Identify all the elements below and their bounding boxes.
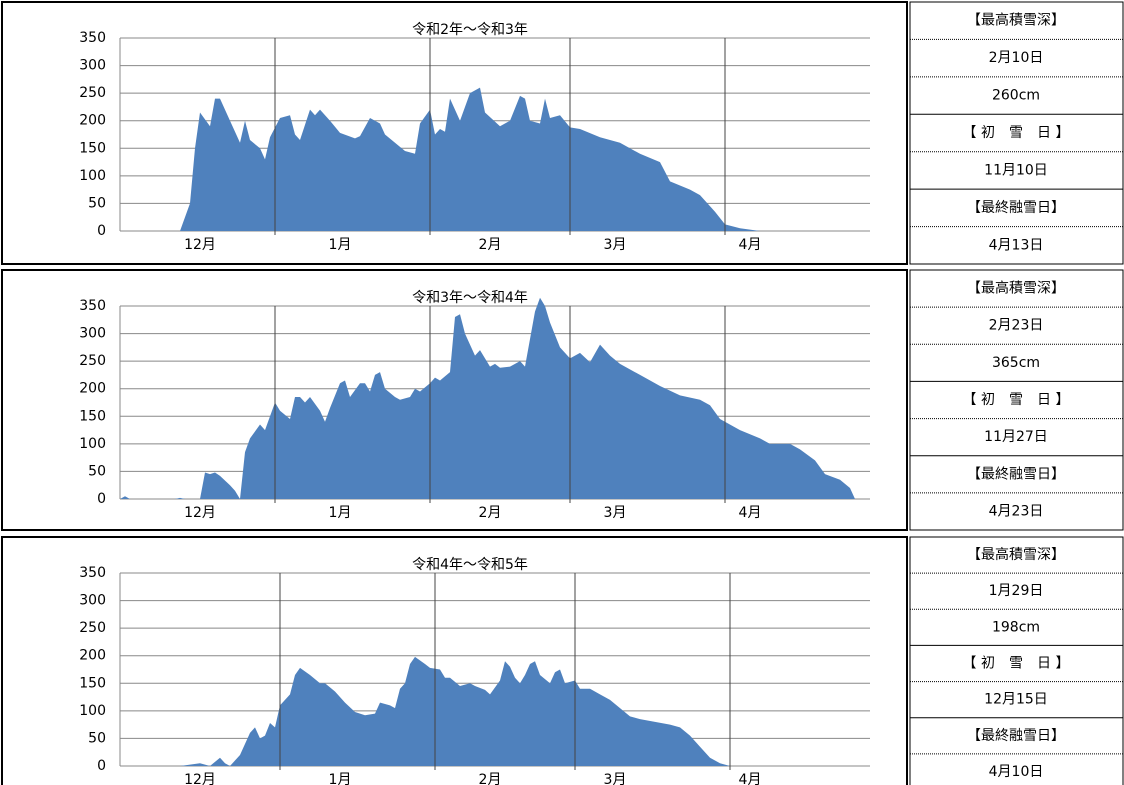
info-text: 4月10日	[989, 764, 1044, 780]
y-tick-label: 150	[79, 140, 106, 156]
info-frame	[909, 536, 1124, 785]
x-tick-label: 4月	[739, 772, 762, 785]
y-tick-label: 200	[79, 381, 106, 397]
y-tick-label: 0	[97, 491, 106, 507]
info-text: 11月10日	[984, 162, 1048, 178]
y-tick-label: 300	[79, 326, 106, 342]
y-tick-label: 50	[88, 195, 106, 211]
y-tick-label: 50	[88, 463, 106, 479]
info-text: 【最高積雪深】	[967, 12, 1065, 29]
info-text: 【最終融雪日】	[967, 466, 1065, 482]
x-tick-label: 12月	[184, 237, 216, 253]
info-frame	[909, 269, 1124, 531]
info-text: 4月13日	[989, 237, 1044, 253]
x-tick-label: 12月	[184, 772, 216, 785]
y-tick-label: 350	[79, 298, 106, 314]
y-tick-label: 100	[79, 168, 106, 184]
chart-frame	[1, 536, 908, 785]
chart-title: 令和2年～令和3年	[412, 22, 528, 38]
x-tick-label: 1月	[329, 505, 352, 521]
y-tick-label: 50	[88, 730, 106, 746]
info-text: 4月23日	[989, 503, 1044, 519]
info-text: 【最高積雪深】	[967, 280, 1065, 297]
info-text: 11月27日	[984, 429, 1048, 445]
x-tick-label: 1月	[329, 237, 352, 253]
y-tick-label: 0	[97, 223, 106, 239]
x-tick-label: 1月	[329, 772, 352, 785]
info-text: 12月15日	[984, 692, 1048, 708]
info-text: 198cm	[992, 619, 1040, 635]
x-tick-label: 3月	[604, 505, 627, 521]
y-tick-label: 150	[79, 408, 106, 424]
info-text: 【最終融雪日】	[967, 728, 1065, 744]
y-tick-label: 250	[79, 620, 106, 636]
info-text: 【最高積雪深】	[967, 546, 1065, 563]
chart-title: 令和4年～令和5年	[412, 557, 528, 573]
y-tick-label: 150	[79, 675, 106, 691]
x-tick-label: 2月	[479, 237, 502, 253]
chart-title: 令和3年～令和4年	[412, 290, 528, 306]
x-tick-label: 4月	[739, 505, 762, 521]
y-tick-label: 350	[79, 565, 106, 581]
x-tick-label: 2月	[479, 505, 502, 521]
y-tick-label: 100	[79, 436, 106, 452]
y-tick-label: 200	[79, 113, 106, 129]
y-tick-label: 300	[79, 58, 106, 74]
snow-depth-area	[180, 656, 730, 766]
info-text: 【 初 雪 日 】	[963, 655, 1070, 672]
info-text: 2月10日	[989, 50, 1044, 66]
snow-depth-area	[120, 297, 855, 499]
x-tick-label: 3月	[604, 237, 627, 253]
y-tick-label: 100	[79, 703, 106, 719]
x-tick-label: 3月	[604, 772, 627, 785]
y-tick-label: 0	[97, 758, 106, 774]
info-text: 【最終融雪日】	[967, 200, 1065, 216]
chart-frame	[1, 269, 908, 531]
info-text: 2月23日	[989, 318, 1044, 334]
x-tick-label: 2月	[479, 772, 502, 785]
info-frame	[909, 1, 1124, 265]
x-tick-label: 4月	[739, 237, 762, 253]
y-tick-label: 250	[79, 85, 106, 101]
y-tick-label: 350	[79, 30, 106, 46]
y-tick-label: 250	[79, 353, 106, 369]
snow-depth-area	[180, 87, 760, 231]
x-tick-label: 12月	[184, 505, 216, 521]
info-text: 260cm	[992, 88, 1040, 104]
chart-frame	[1, 1, 908, 265]
info-text: 【 初 雪 日 】	[963, 124, 1070, 141]
info-text: 1月29日	[989, 583, 1044, 599]
y-tick-label: 300	[79, 593, 106, 609]
info-text: 【 初 雪 日 】	[963, 391, 1070, 408]
y-tick-label: 200	[79, 648, 106, 664]
info-text: 365cm	[992, 355, 1040, 371]
